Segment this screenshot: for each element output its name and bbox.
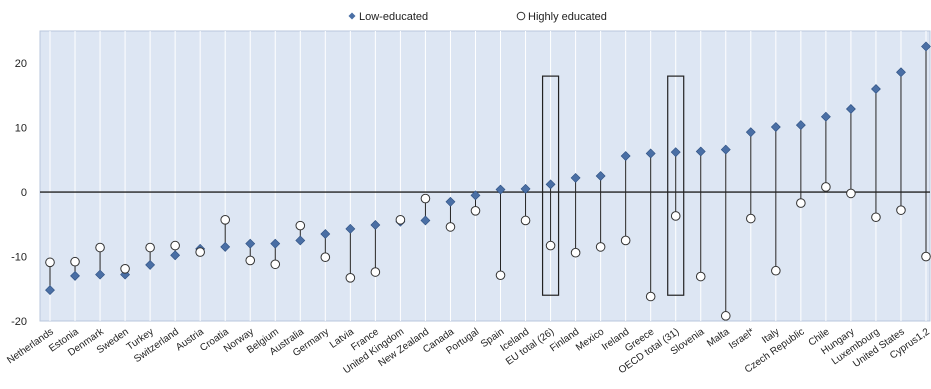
low-educated-point — [845, 104, 856, 114]
low-educated-point — [245, 238, 256, 249]
y-tick-label: -10 — [11, 252, 27, 264]
highly-educated-point — [495, 270, 506, 281]
highly-educated-point — [695, 271, 706, 282]
low-educated-point — [820, 111, 831, 122]
low-educated-point — [170, 250, 181, 261]
low-educated-point — [896, 67, 906, 78]
low-educated-point — [320, 229, 331, 239]
highly-educated-point — [570, 247, 581, 258]
legend-label-low-educated: Low-educated — [359, 11, 428, 23]
highly-educated-point — [120, 264, 130, 274]
highlight-box — [541, 75, 560, 296]
y-tick-label: 20 — [15, 58, 27, 70]
highly-educated-point — [145, 242, 155, 253]
highly-educated-point — [370, 267, 381, 277]
highly-educated-point — [70, 256, 80, 267]
highly-educated-point — [821, 182, 831, 192]
highlight-box — [667, 75, 685, 296]
low-educated-point — [645, 148, 656, 159]
low-educated-point — [795, 120, 806, 131]
highly-educated-point — [395, 215, 406, 225]
highly-educated-point — [195, 247, 205, 257]
highly-educated-point — [720, 311, 731, 321]
highly-educated-point — [320, 252, 331, 263]
highly-educated-point — [896, 205, 906, 215]
highly-educated-point — [420, 193, 431, 204]
y-tick-label: 0 — [21, 187, 27, 199]
low-educated-point — [420, 215, 431, 226]
low-educated-point — [620, 151, 631, 161]
low-educated-point — [45, 285, 55, 295]
plot-area — [39, 30, 931, 322]
highly-educated-point — [595, 242, 606, 252]
low-educated-point — [520, 183, 531, 194]
highly-educated-point — [95, 242, 105, 253]
low-educated-point — [270, 238, 281, 249]
low-educated-point — [295, 235, 306, 246]
highly-educated-point — [796, 198, 806, 208]
highly-educated-point — [846, 188, 856, 199]
y-tick-label: 10 — [15, 123, 27, 135]
low-educated-point — [445, 196, 456, 207]
low-educated-point — [470, 190, 481, 201]
low-educated-point — [70, 270, 80, 281]
highly-educated-point — [245, 255, 256, 266]
y-tick-label: -20 — [11, 316, 27, 328]
highly-educated-point — [545, 240, 556, 251]
x-tick-label: Finland — [548, 326, 581, 354]
highly-educated-point — [345, 273, 356, 283]
legend-marker-highly-educated — [516, 11, 526, 21]
highly-educated-point — [470, 206, 481, 216]
highly-educated-point — [295, 220, 306, 231]
highly-educated-point — [620, 235, 631, 246]
highly-educated-point — [445, 222, 456, 232]
low-educated-point — [345, 223, 356, 234]
highly-educated-point — [670, 211, 681, 221]
low-educated-point — [145, 260, 156, 270]
low-educated-point — [770, 122, 781, 132]
highly-educated-point — [270, 259, 281, 270]
low-educated-point — [695, 146, 706, 157]
legend-label-highly-educated: Highly educated — [528, 11, 607, 23]
x-tick-label: Malta — [705, 326, 732, 349]
highly-educated-point — [771, 265, 781, 276]
x-tick-label: Mexico — [574, 326, 607, 353]
highly-educated-point — [921, 251, 931, 262]
x-tick-label: Israel* — [727, 326, 757, 351]
low-educated-point — [921, 41, 931, 52]
highly-educated-point — [645, 291, 656, 302]
highly-educated-point — [871, 212, 881, 223]
low-educated-point — [745, 127, 756, 138]
low-educated-point — [570, 173, 581, 183]
low-educated-point — [95, 269, 105, 280]
low-educated-point — [370, 220, 381, 230]
low-educated-point — [871, 84, 881, 94]
low-educated-point — [545, 179, 556, 190]
low-educated-point — [670, 147, 681, 158]
low-educated-point — [720, 144, 731, 155]
highly-educated-point — [520, 215, 531, 226]
highly-educated-point — [220, 215, 230, 225]
legend-marker-low-educated — [348, 12, 356, 20]
low-educated-point — [495, 184, 506, 195]
highly-educated-point — [45, 257, 55, 268]
highly-educated-point — [170, 240, 180, 251]
low-educated-point — [595, 171, 606, 181]
low-educated-point — [220, 241, 231, 252]
highly-educated-point — [746, 213, 756, 224]
